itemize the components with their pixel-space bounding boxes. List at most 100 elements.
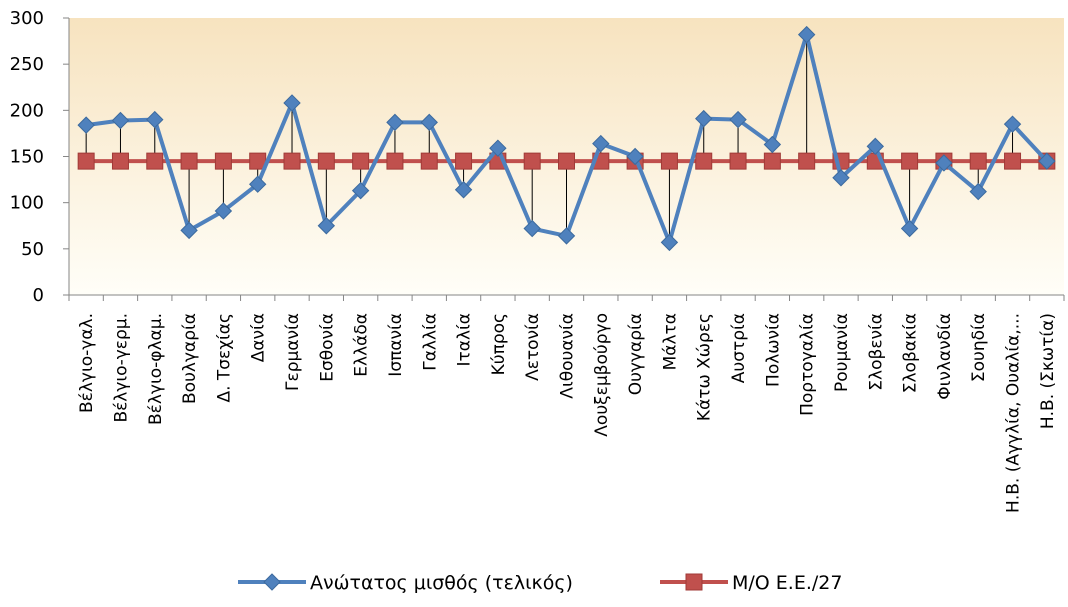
x-tick-label: Λιθουανία bbox=[558, 313, 578, 399]
data-point bbox=[420, 113, 438, 132]
data-point bbox=[386, 113, 404, 132]
data-point bbox=[592, 134, 610, 153]
data-point bbox=[557, 227, 576, 245]
x-tick-label: Αυστρία bbox=[729, 313, 749, 383]
data-point bbox=[489, 139, 507, 157]
x-tick-label: Κύπρος bbox=[489, 313, 509, 375]
x-tick-label: Εσθονία bbox=[317, 313, 337, 382]
x-tick-label: Σλοβακία bbox=[901, 313, 921, 393]
x-tick-label: Σλοβενία bbox=[866, 313, 886, 391]
data-point bbox=[523, 152, 541, 170]
data-point bbox=[969, 152, 987, 170]
data-point bbox=[351, 181, 370, 200]
legend-square-marker bbox=[685, 573, 703, 591]
data-point bbox=[866, 137, 885, 156]
data-point bbox=[283, 94, 301, 112]
data-point bbox=[797, 25, 816, 44]
x-tick-label: Φινλανδία bbox=[935, 313, 955, 400]
y-tick-label: 100 bbox=[10, 193, 44, 214]
y-tick-label: 50 bbox=[21, 239, 44, 260]
y-tick-label: 0 bbox=[33, 285, 44, 306]
data-point bbox=[660, 152, 678, 170]
x-tick-label: Δ. Τσεχίας bbox=[214, 313, 234, 403]
data-point bbox=[695, 109, 713, 128]
x-tick-label: Βέλγιο-γαλ. bbox=[77, 313, 97, 413]
x-tick-label: Μάλτα bbox=[660, 313, 680, 370]
x-tick-label: Γερμανία bbox=[283, 313, 303, 391]
data-point bbox=[1004, 152, 1022, 170]
x-tick-label: Πολωνία bbox=[763, 313, 783, 387]
y-tick-label: 300 bbox=[10, 8, 44, 29]
x-tick-label: Ισπανία bbox=[386, 313, 406, 377]
data-point bbox=[111, 152, 129, 170]
data-point bbox=[1038, 152, 1056, 170]
series-2 bbox=[77, 152, 1056, 170]
data-point bbox=[283, 152, 301, 170]
x-tick-label: Η.Β. (Αγγλία, Ουαλία,... bbox=[1004, 313, 1024, 513]
data-point bbox=[317, 217, 336, 235]
y-axis-ticks: 0 50 100 150 200 250 300 bbox=[10, 8, 69, 306]
data-point bbox=[900, 219, 919, 238]
data-point bbox=[455, 152, 473, 170]
data-point bbox=[180, 221, 198, 240]
series-1 bbox=[77, 25, 1056, 252]
data-point bbox=[420, 152, 438, 170]
data-point bbox=[146, 152, 164, 170]
data-point bbox=[111, 111, 130, 130]
x-tick-label: Λουξεμβούργο bbox=[592, 313, 612, 437]
data-point bbox=[798, 152, 816, 170]
x-tick-label: Πορτογαλία bbox=[798, 313, 818, 416]
data-point bbox=[626, 147, 644, 166]
x-tick-label: Βέλγιο-φλαμ. bbox=[146, 313, 166, 425]
legend-label: Ανώτατος μισθός (τελικός) bbox=[310, 572, 573, 594]
data-point bbox=[763, 135, 782, 154]
x-tick-label: Βέλγιο-γερμ. bbox=[111, 313, 131, 423]
data-point bbox=[523, 219, 541, 238]
y-tick-label: 150 bbox=[10, 147, 44, 168]
data-point bbox=[901, 152, 919, 170]
x-tick-label: Κάτω Χώρες bbox=[695, 313, 715, 421]
data-point bbox=[660, 233, 679, 252]
data-point bbox=[695, 152, 713, 170]
x-tick-label: Γαλλία bbox=[420, 313, 440, 371]
x-tick-label: Ρουμανία bbox=[832, 313, 852, 392]
x-axis-ticks: Βέλγιο-γαλ. Βέλγιο-γερμ. Βέλγιο-φλαμ. Βουλγ… bbox=[68, 295, 1065, 513]
x-tick-label: Σουηδία bbox=[969, 313, 989, 382]
y-tick-label: 200 bbox=[10, 100, 44, 121]
x-tick-label: Ουγγαρία bbox=[626, 313, 646, 395]
data-point bbox=[729, 152, 747, 170]
data-point bbox=[248, 175, 267, 193]
data-point bbox=[317, 152, 335, 170]
data-point bbox=[454, 181, 473, 199]
data-point bbox=[77, 116, 95, 134]
x-tick-label: Ελλάδα bbox=[352, 313, 372, 377]
x-tick-label: Δανία bbox=[249, 313, 269, 362]
legend: Ανώτατος μισθός (τελικός) Μ/Ο Ε.Ε./27 bbox=[238, 572, 842, 594]
legend-item-1: Ανώτατος μισθός (τελικός) bbox=[238, 572, 573, 594]
data-point bbox=[146, 110, 164, 129]
x-tick-label: Λετονία bbox=[523, 313, 543, 381]
x-tick-label: Ιταλία bbox=[455, 313, 475, 366]
legend-item-2: Μ/Ο Ε.Ε./27 bbox=[660, 572, 842, 594]
data-point bbox=[763, 152, 781, 170]
data-point bbox=[832, 169, 850, 187]
x-tick-label: Βουλγαρία bbox=[180, 313, 200, 404]
data-point bbox=[729, 110, 747, 129]
data-point bbox=[969, 182, 987, 201]
data-point bbox=[77, 152, 95, 170]
legend-label: Μ/Ο Ε.Ε./27 bbox=[732, 572, 842, 594]
data-point bbox=[558, 152, 575, 170]
data-point bbox=[386, 152, 404, 170]
data-point bbox=[935, 154, 953, 172]
data-point bbox=[214, 202, 233, 220]
y-tick-label: 250 bbox=[10, 54, 44, 75]
legend-diamond-marker bbox=[263, 573, 281, 591]
data-point bbox=[180, 152, 198, 170]
series-layer bbox=[77, 25, 1056, 252]
data-point bbox=[214, 152, 232, 170]
data-point bbox=[352, 152, 370, 170]
x-tick-label: Η.Β. (Σκωτία) bbox=[1038, 313, 1058, 429]
data-point bbox=[1003, 115, 1022, 133]
